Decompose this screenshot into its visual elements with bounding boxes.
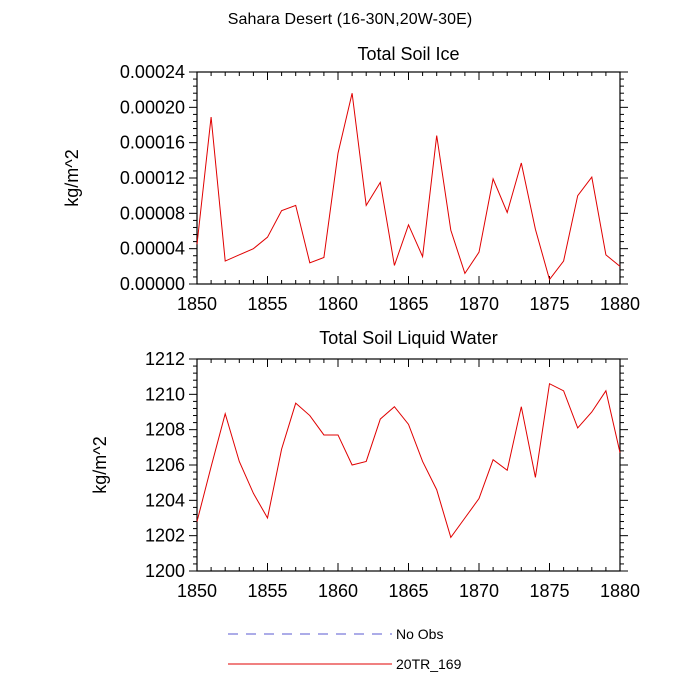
panel-1-y-tick-label: 0.00024 [120, 62, 185, 82]
panel-2-series-line-1 [196, 382, 621, 539]
panel-2-x-tick-label: 1850 [177, 581, 217, 601]
panel-2-y-axis-label: kg/m^2 [90, 436, 110, 493]
panel-1-x-tick-label: 1850 [177, 294, 217, 314]
panel-2-x-tick-label: 1870 [459, 581, 499, 601]
panel-2-x-tick-label: 1875 [529, 581, 569, 601]
panel-1-y-tick-label: 0.00012 [120, 168, 185, 188]
panel-2-y-tick-label: 1208 [145, 420, 185, 440]
panel-2-y-tick-label: 1212 [145, 349, 185, 369]
panel-2-y-tick-label: 1202 [145, 526, 185, 546]
panel-1-y-tick-label: 0.00016 [120, 133, 185, 153]
panel-2-x-tick-label: 1865 [388, 581, 428, 601]
panel-1-x-tick-label: 1855 [247, 294, 287, 314]
panel-1-series-line-1 [196, 93, 621, 281]
panel-2-plot-frame [196, 358, 621, 572]
panel-2-y-tick-label: 1206 [145, 455, 185, 475]
panel-1-title: Total Soil Ice [357, 44, 459, 64]
panel-1-x-tick-label: 1865 [388, 294, 428, 314]
panel-1-y-tick-label: 0.00000 [120, 274, 185, 294]
legend-label-2: 20TR_169 [396, 656, 462, 672]
panel-1-y-tick-label: 0.00004 [120, 239, 185, 259]
panel-2-y-tick-label: 1200 [145, 561, 185, 581]
panel-1-plot-frame [196, 71, 621, 285]
figure-title: Sahara Desert (16-30N,20W-30E) [227, 11, 473, 28]
panel-1-x-tick-label: 1875 [529, 294, 569, 314]
panel-2-x-tick-label: 1860 [318, 581, 358, 601]
panel-1-y-axis-label: kg/m^2 [62, 149, 82, 206]
panel-2-x-tick-label: 1855 [247, 581, 287, 601]
panel-1-x-tick-label: 1860 [318, 294, 358, 314]
panel-2-y-tick-label: 1204 [145, 490, 185, 510]
panel-1-x-tick-label: 1880 [600, 294, 640, 314]
panel-1-y-tick-label: 0.00008 [120, 203, 185, 223]
panel-2-x-tick-label: 1880 [600, 581, 640, 601]
panel-2-y-tick-label: 1210 [145, 384, 185, 404]
legend-label-1: No Obs [396, 626, 443, 642]
panel-1-x-tick-label: 1870 [459, 294, 499, 314]
panel-1-y-tick-label: 0.00020 [120, 97, 185, 117]
panel-2-title: Total Soil Liquid Water [319, 328, 497, 348]
